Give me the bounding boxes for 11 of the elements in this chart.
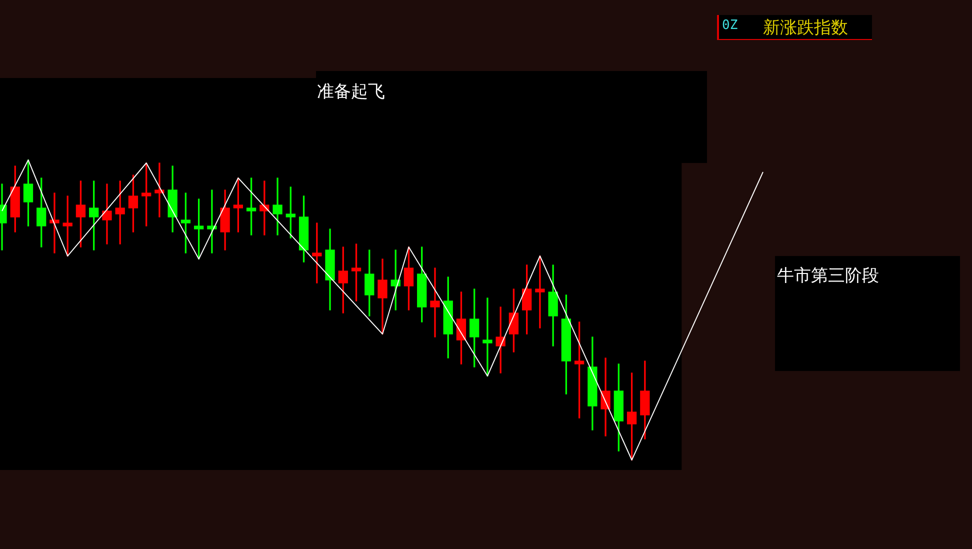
candlestick: [482, 298, 492, 376]
candlestick: [50, 192, 60, 254]
text-box: 准备起飞: [316, 71, 707, 163]
candlestick: [207, 190, 217, 254]
candlestick: [600, 358, 610, 436]
candlestick: [154, 162, 164, 218]
text-box: 牛市第三阶段: [775, 256, 960, 371]
candlestick: [272, 178, 282, 236]
candlestick: [535, 256, 545, 328]
candlestick: [102, 184, 112, 244]
candlestick: [430, 268, 440, 338]
